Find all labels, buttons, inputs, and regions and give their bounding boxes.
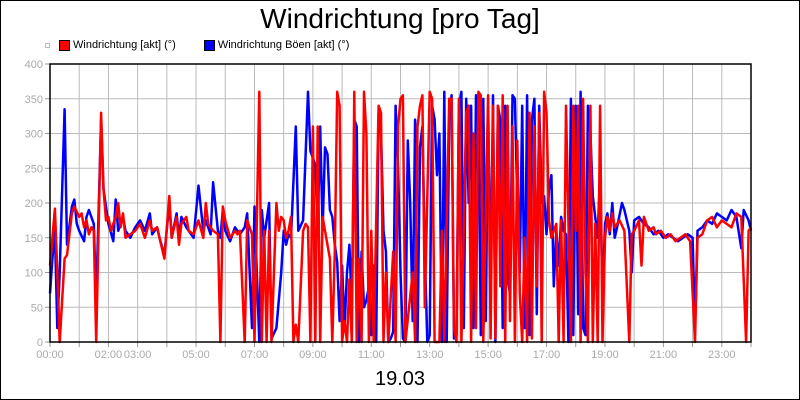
x-tick-label: 11:00 [358, 349, 385, 361]
x-tick-label: 09:00 [299, 349, 327, 361]
chart-title: Windrichtung [pro Tag] [260, 3, 540, 34]
x-tick-label: 15:00 [474, 349, 502, 361]
legend-swatch-red [59, 39, 70, 51]
plot-border [49, 63, 752, 343]
legend-item-gust: Windrichtung Böen [akt] (°) [203, 39, 350, 51]
y-tick-label: 300 [25, 129, 43, 141]
y-tick-label: 250 [25, 163, 43, 175]
x-tick-label: 00:00 [36, 349, 64, 361]
x-tick-label: 03:00 [124, 349, 152, 361]
y-tick-label: 350 [25, 94, 43, 106]
y-tick-label: 150 [25, 233, 43, 245]
legend-label: Windrichtung Böen [akt] (°) [217, 39, 350, 51]
x-tick-label: 13:00 [416, 349, 444, 361]
x-tick-label: 02:00 [95, 349, 123, 361]
x-tick-label: 23:00 [708, 349, 736, 361]
x-axis-label: 19.03 [374, 368, 426, 390]
x-tick-label: 05:00 [182, 349, 210, 361]
legend-swatch-blue [203, 39, 215, 51]
legend-marker-icon [45, 42, 50, 48]
x-tick-label: 07:00 [241, 349, 269, 361]
y-tick-label: 100 [25, 268, 43, 280]
y-tick-label: 200 [25, 198, 43, 210]
x-tick-label: 19:00 [591, 349, 619, 361]
legend: Windrichtung [akt] (°) Windrichtung Böen… [45, 39, 377, 51]
x-tick-label: 21:00 [650, 349, 678, 361]
y-tick-label: 0 [37, 337, 43, 349]
legend-label: Windrichtung [akt] (°) [73, 39, 176, 51]
y-tick-label: 400 [25, 59, 43, 71]
y-tick-label: 50 [31, 302, 43, 314]
series-line-windrichtung [48, 90, 753, 344]
x-tick-label: 17:00 [533, 349, 561, 361]
legend-item-wind: Windrichtung [akt] (°) [59, 39, 176, 51]
